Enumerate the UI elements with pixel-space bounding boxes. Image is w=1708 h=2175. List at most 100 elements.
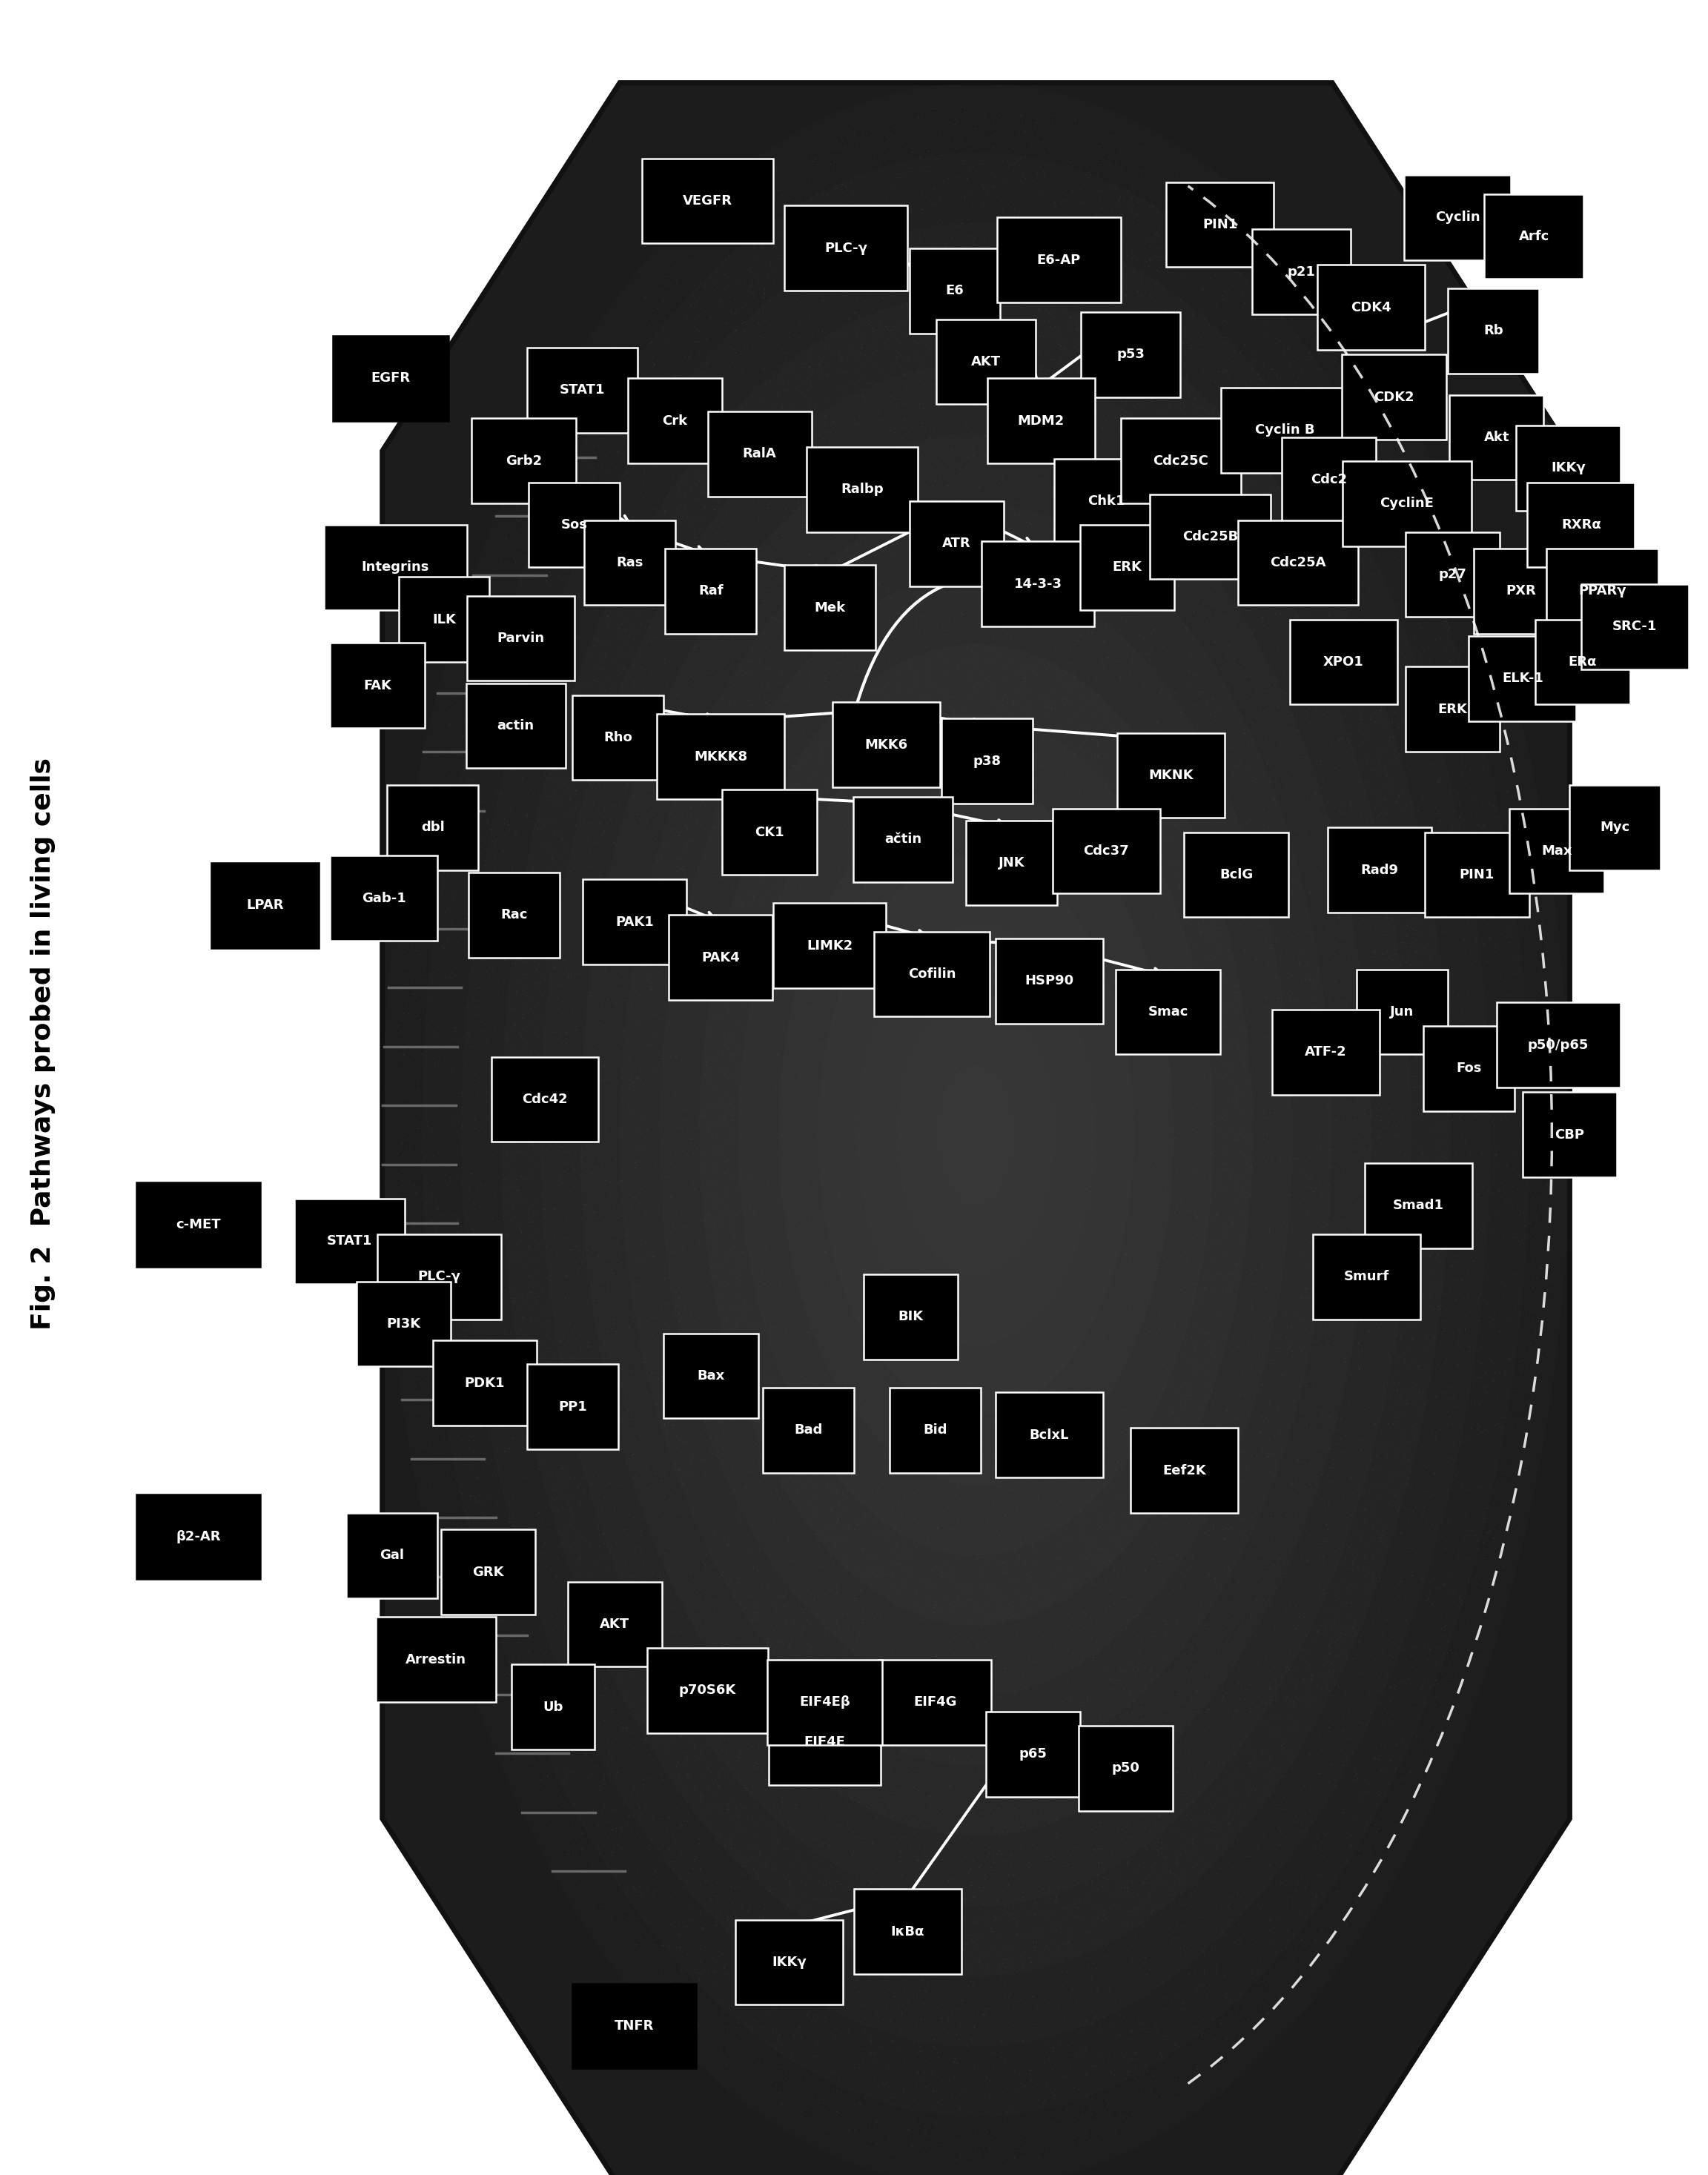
- Point: [885, 964, 912, 998]
- Point: [936, 289, 963, 324]
- Point: [1073, 222, 1100, 257]
- Point: [1177, 413, 1204, 448]
- Point: [1387, 1020, 1414, 1055]
- Point: [823, 1220, 851, 1255]
- Point: [1126, 1696, 1153, 1731]
- Point: [1382, 470, 1409, 505]
- Point: [912, 181, 939, 215]
- Point: [639, 1703, 666, 1738]
- Point: [794, 1918, 822, 1953]
- Point: [412, 1431, 439, 1466]
- Point: [752, 613, 779, 648]
- Point: [589, 574, 617, 609]
- Point: [593, 1588, 620, 1623]
- Point: [1242, 1098, 1269, 1133]
- Point: [1301, 546, 1329, 581]
- Point: [1377, 1185, 1404, 1220]
- Point: [722, 263, 750, 298]
- Point: [1011, 1101, 1038, 1135]
- Point: [1424, 1185, 1452, 1220]
- Point: [497, 1712, 524, 1747]
- Point: [1117, 1244, 1144, 1279]
- Point: [548, 1538, 576, 1573]
- Point: [1310, 359, 1337, 394]
- Point: [1283, 877, 1310, 911]
- Point: [866, 163, 893, 198]
- Point: [880, 150, 907, 185]
- Point: [560, 1129, 588, 1164]
- Point: [1115, 683, 1143, 718]
- Point: [606, 1238, 634, 1272]
- Point: [854, 1390, 881, 1425]
- Point: [533, 1499, 560, 1533]
- Point: [1073, 2071, 1100, 2105]
- Point: [837, 415, 864, 450]
- Point: [984, 181, 1011, 215]
- Point: [1382, 546, 1409, 581]
- Point: [974, 1172, 1001, 1207]
- Point: [1464, 1157, 1491, 1192]
- Point: [1452, 1518, 1479, 1553]
- Point: [1322, 1042, 1349, 1077]
- Point: [822, 1231, 849, 1266]
- Point: [774, 1705, 801, 1740]
- Point: [1163, 1907, 1190, 1942]
- Point: [936, 1222, 963, 1257]
- Point: [1168, 874, 1196, 909]
- Point: [1274, 1779, 1301, 1814]
- Point: [1134, 1629, 1161, 1664]
- Point: [810, 1812, 837, 1847]
- Point: [888, 631, 915, 666]
- Point: [986, 1024, 1013, 1059]
- Point: [1291, 931, 1319, 966]
- Point: [767, 1248, 794, 1283]
- Point: [1240, 924, 1267, 959]
- Point: [927, 1653, 955, 1688]
- Point: [608, 1235, 635, 1270]
- Point: [1167, 803, 1194, 837]
- Point: [1175, 1261, 1202, 1296]
- Point: [1061, 1316, 1088, 1351]
- Point: [572, 1161, 600, 1196]
- Point: [529, 1046, 557, 1081]
- Point: [1479, 1309, 1506, 1344]
- Point: [1131, 1275, 1158, 1309]
- Point: [866, 692, 893, 726]
- Point: [847, 633, 874, 668]
- Point: [1112, 170, 1139, 204]
- Point: [1243, 981, 1271, 1016]
- Point: [1541, 1207, 1568, 1242]
- Point: [1083, 1644, 1110, 1679]
- Point: [905, 657, 933, 692]
- Point: [683, 533, 711, 568]
- Point: [1448, 1277, 1476, 1312]
- Point: [883, 1653, 910, 1688]
- Point: [690, 211, 717, 246]
- Point: [1167, 1496, 1194, 1531]
- FancyBboxPatch shape: [388, 785, 478, 870]
- Point: [729, 1235, 757, 1270]
- Point: [1213, 287, 1240, 322]
- Point: [1139, 1947, 1167, 1981]
- Point: [618, 494, 646, 529]
- Point: [849, 376, 876, 411]
- Point: [763, 1140, 791, 1175]
- Point: [1037, 1144, 1064, 1179]
- Point: [1242, 294, 1269, 328]
- Point: [731, 674, 758, 709]
- Point: [803, 724, 830, 759]
- Point: [410, 1144, 437, 1179]
- Point: [774, 209, 801, 244]
- Point: [1261, 1762, 1288, 1797]
- Point: [1220, 1744, 1247, 1779]
- Point: [1375, 863, 1402, 898]
- Point: [1184, 1688, 1211, 1723]
- Point: [1126, 2095, 1153, 2129]
- Point: [938, 1531, 965, 1566]
- Point: [1182, 1138, 1209, 1172]
- Point: [1047, 1288, 1074, 1322]
- Point: [1331, 1862, 1358, 1897]
- Point: [1255, 1981, 1283, 2016]
- Point: [1351, 724, 1378, 759]
- Point: [924, 568, 951, 602]
